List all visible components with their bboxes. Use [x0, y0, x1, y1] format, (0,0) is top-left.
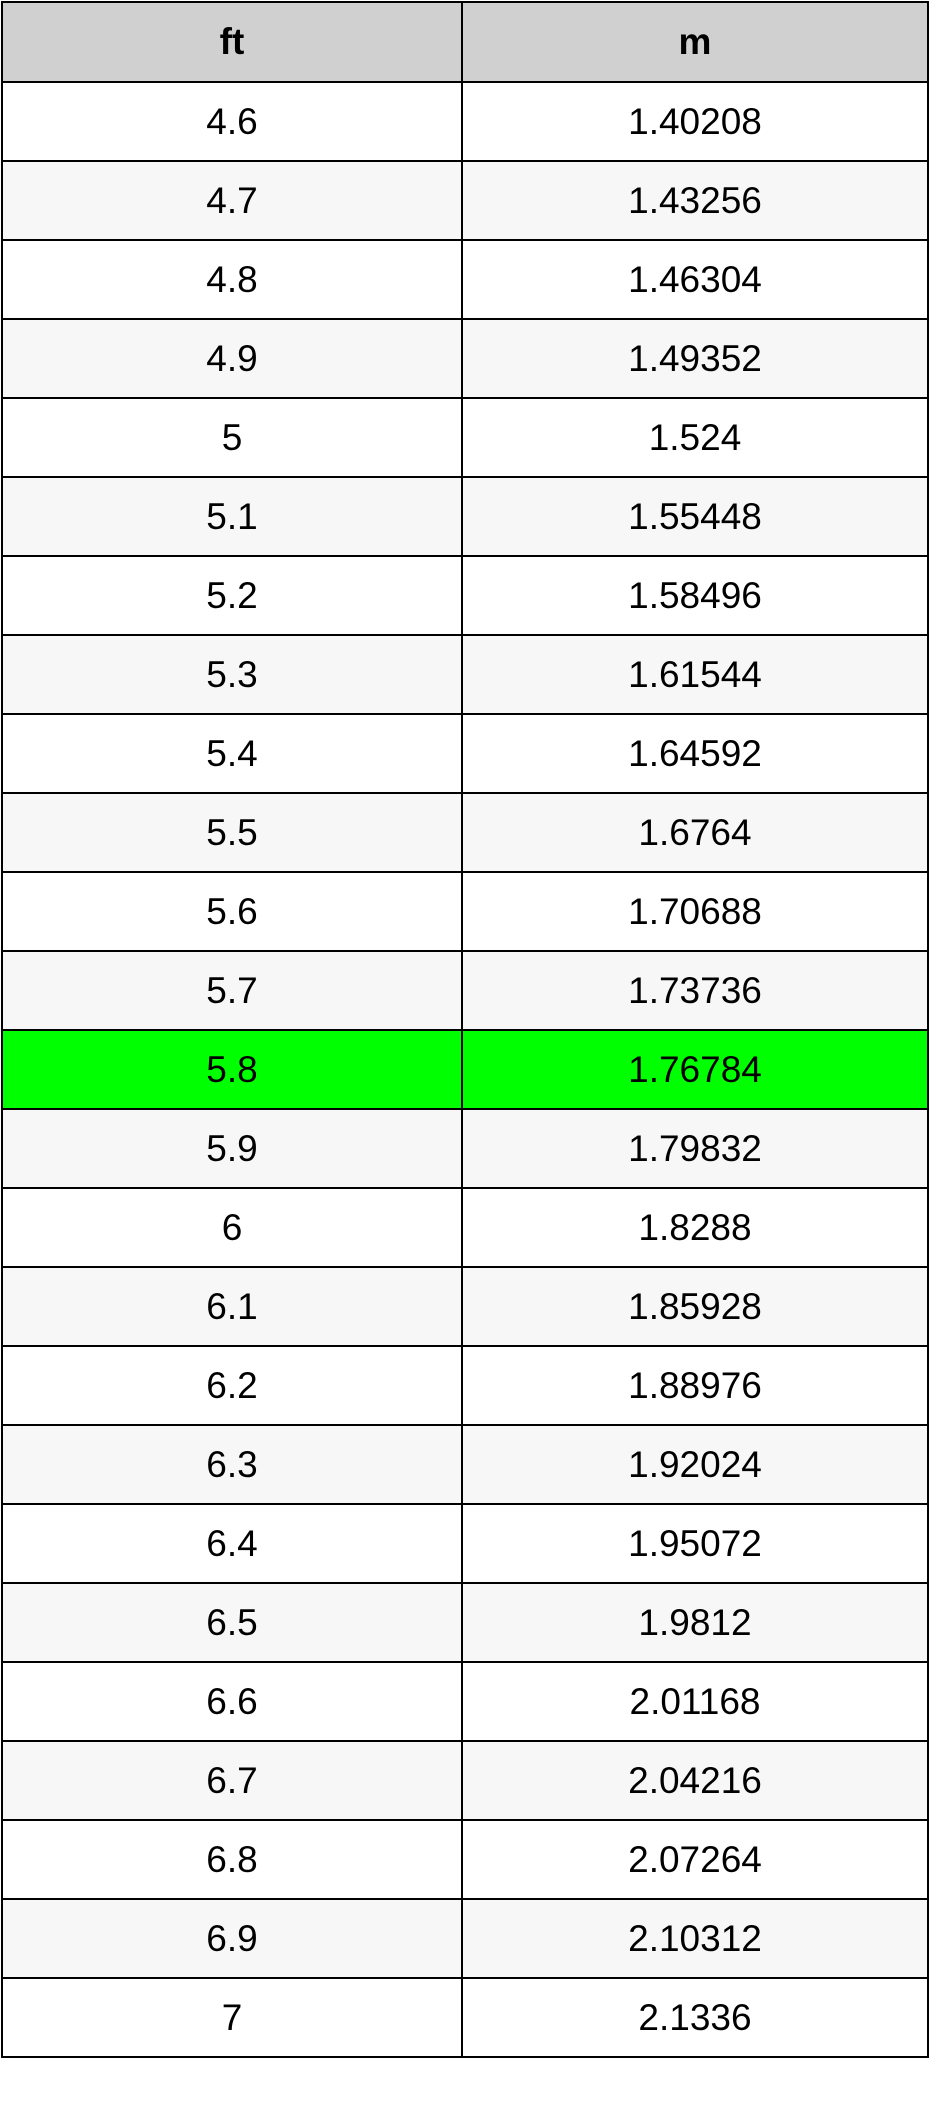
cell-m: 2.07264	[461, 1819, 929, 1900]
cell-m: 1.46304	[461, 239, 929, 320]
cell-ft: 5.4	[1, 713, 463, 794]
table-row: 4.6 1.40208	[1, 81, 929, 162]
cell-m: 1.64592	[461, 713, 929, 794]
cell-m: 1.61544	[461, 634, 929, 715]
cell-ft: 4.9	[1, 318, 463, 399]
table-row: 6.6 2.01168	[1, 1661, 929, 1742]
cell-m: 1.55448	[461, 476, 929, 557]
cell-ft: 4.7	[1, 160, 463, 241]
header-row: ft m	[1, 1, 929, 83]
cell-m: 1.95072	[461, 1503, 929, 1584]
cell-ft: 4.8	[1, 239, 463, 320]
cell-m: 1.9812	[461, 1582, 929, 1663]
table-row: 5.7 1.73736	[1, 950, 929, 1031]
cell-m: 1.6764	[461, 792, 929, 873]
cell-ft: 5.7	[1, 950, 463, 1031]
cell-m: 1.8288	[461, 1187, 929, 1268]
cell-ft: 5.5	[1, 792, 463, 873]
cell-ft: 7	[1, 1977, 463, 2058]
header-ft: ft	[1, 1, 463, 83]
cell-ft: 6.1	[1, 1266, 463, 1347]
cell-ft: 6.6	[1, 1661, 463, 1742]
cell-ft: 4.6	[1, 81, 463, 162]
table-row: 4.7 1.43256	[1, 160, 929, 241]
cell-ft: 6.7	[1, 1740, 463, 1821]
header-m: m	[461, 1, 929, 83]
cell-ft: 5.8	[1, 1029, 463, 1110]
cell-ft: 6.4	[1, 1503, 463, 1584]
cell-ft: 5.1	[1, 476, 463, 557]
table-row: 6.2 1.88976	[1, 1345, 929, 1426]
table-row: 6.5 1.9812	[1, 1582, 929, 1663]
cell-ft: 6.2	[1, 1345, 463, 1426]
cell-m: 1.58496	[461, 555, 929, 636]
cell-m: 1.92024	[461, 1424, 929, 1505]
cell-m: 1.85928	[461, 1266, 929, 1347]
table-row: 6.9 2.10312	[1, 1898, 929, 1979]
cell-m: 1.49352	[461, 318, 929, 399]
cell-m: 2.1336	[461, 1977, 929, 2058]
cell-ft: 6.5	[1, 1582, 463, 1663]
table-row: 6.8 2.07264	[1, 1819, 929, 1900]
table-row: 6.7 2.04216	[1, 1740, 929, 1821]
table-row: 6.3 1.92024	[1, 1424, 929, 1505]
cell-ft: 6.9	[1, 1898, 463, 1979]
table-row-highlighted: 5.8 1.76784	[1, 1029, 929, 1110]
cell-m: 1.40208	[461, 81, 929, 162]
table-row: 6 1.8288	[1, 1187, 929, 1268]
cell-m: 1.79832	[461, 1108, 929, 1189]
cell-m: 2.04216	[461, 1740, 929, 1821]
table-row: 7 2.1336	[1, 1977, 929, 2058]
table-row: 6.4 1.95072	[1, 1503, 929, 1584]
table-row: 5.3 1.61544	[1, 634, 929, 715]
cell-ft: 5	[1, 397, 463, 478]
table-row: 5.9 1.79832	[1, 1108, 929, 1189]
table-row: 6.1 1.85928	[1, 1266, 929, 1347]
cell-ft: 5.6	[1, 871, 463, 952]
cell-ft: 6	[1, 1187, 463, 1268]
table-row: 4.8 1.46304	[1, 239, 929, 320]
cell-ft: 6.3	[1, 1424, 463, 1505]
table-row: 5.4 1.64592	[1, 713, 929, 794]
cell-ft: 6.8	[1, 1819, 463, 1900]
cell-m: 1.524	[461, 397, 929, 478]
cell-m: 1.88976	[461, 1345, 929, 1426]
cell-m: 2.01168	[461, 1661, 929, 1742]
cell-ft: 5.3	[1, 634, 463, 715]
table-row: 4.9 1.49352	[1, 318, 929, 399]
table-row: 5.1 1.55448	[1, 476, 929, 557]
cell-m: 1.70688	[461, 871, 929, 952]
cell-m: 2.10312	[461, 1898, 929, 1979]
table-row: 5.5 1.6764	[1, 792, 929, 873]
cell-m: 1.73736	[461, 950, 929, 1031]
conversion-table: ft m 4.6 1.40208 4.7 1.43256 4.8 1.46304 4.9 1.…	[1, 1, 929, 2058]
table-row: 5.6 1.70688	[1, 871, 929, 952]
cell-ft: 5.9	[1, 1108, 463, 1189]
cell-ft: 5.2	[1, 555, 463, 636]
cell-m: 1.76784	[461, 1029, 929, 1110]
table-row: 5.2 1.58496	[1, 555, 929, 636]
table-row: 5 1.524	[1, 397, 929, 478]
cell-m: 1.43256	[461, 160, 929, 241]
